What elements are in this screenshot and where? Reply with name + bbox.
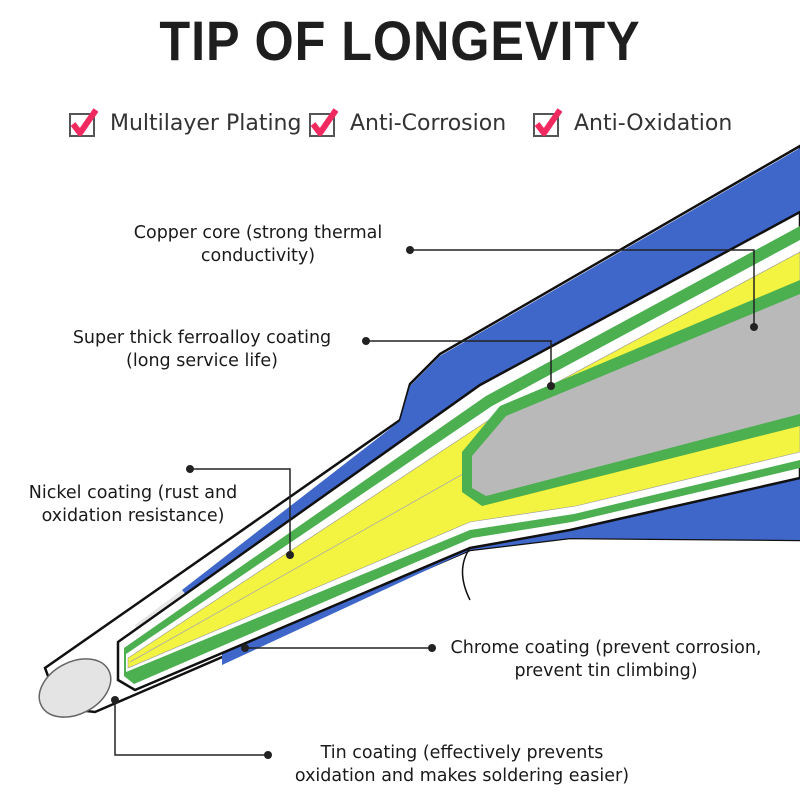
label-nickel: Nickel coating (rust and oxidation resist… xyxy=(28,483,238,526)
checkbox-checked-icon xyxy=(309,108,338,137)
tin-tip-face xyxy=(38,658,112,718)
feature-anti-corrosion: Anti-Corrosion xyxy=(308,108,506,138)
label-tin: Tin coating (effectively prevents oxidati… xyxy=(294,743,630,786)
label-copper-core: Copper core (strong thermal conductivity) xyxy=(133,223,383,266)
feature-label: Anti-Corrosion xyxy=(350,110,507,136)
copper-core xyxy=(472,294,800,496)
checkbox-checked-icon xyxy=(533,108,562,137)
page-title: TIP OF LONGEVITY xyxy=(159,9,641,72)
label-chrome: Chrome coating (prevent corrosion, preven… xyxy=(450,638,762,681)
feature-label: Multilayer Plating xyxy=(110,110,302,136)
label-ferroalloy: Super thick ferroalloy coating (long serv… xyxy=(72,328,332,371)
checkbox-checked-icon xyxy=(69,108,98,137)
feature-label: Anti-Oxidation xyxy=(574,110,733,136)
feature-multilayer-plating: Multilayer Plating xyxy=(68,108,301,138)
feature-anti-oxidation: Anti-Oxidation xyxy=(532,108,732,138)
